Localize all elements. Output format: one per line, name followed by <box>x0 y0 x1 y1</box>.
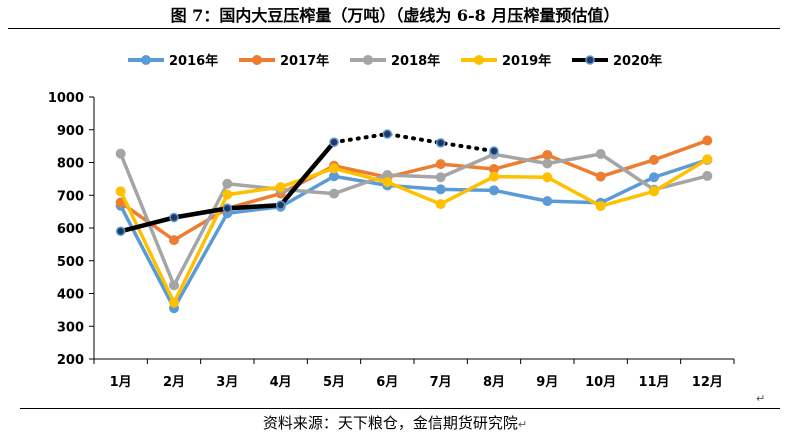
data-point <box>115 148 126 159</box>
data-point <box>329 188 339 199</box>
data-point <box>169 235 179 246</box>
x-tick-label: 3月 <box>216 375 238 390</box>
data-point <box>275 200 286 210</box>
data-point <box>542 149 553 160</box>
legend-swatch-marker <box>585 55 595 65</box>
x-tick-label: 4月 <box>270 375 292 390</box>
legend-label: 2018年 <box>391 53 440 69</box>
data-point <box>115 226 126 237</box>
data-point <box>275 182 286 193</box>
legend-label: 2017年 <box>280 53 329 69</box>
data-point <box>329 163 339 174</box>
data-point <box>595 201 606 212</box>
data-point <box>435 184 446 195</box>
data-point <box>542 172 553 183</box>
x-tick-label: 6月 <box>376 375 398 390</box>
y-tick-label: 500 <box>57 255 84 270</box>
data-point <box>649 186 659 197</box>
legend-item: 2017年 <box>239 53 329 69</box>
data-point <box>382 169 393 180</box>
legend-item: 2020年 <box>572 53 662 69</box>
legend-swatch-marker <box>363 55 373 65</box>
x-tick-label: 8月 <box>483 375 505 390</box>
legend-item: 2016年 <box>128 53 218 69</box>
y-tick-label: 300 <box>57 320 84 335</box>
series-line <box>118 158 710 310</box>
data-point <box>702 154 713 165</box>
legend-item: 2018年 <box>350 53 440 69</box>
data-point <box>489 164 499 175</box>
data-point <box>222 203 233 214</box>
chart-title: 图 7：国内大豆压榨量（万吨）（虚线为 6-8 月压榨量预估值） <box>170 6 620 25</box>
x-tick-label: 1月 <box>110 375 132 390</box>
x-tick-label: 2月 <box>163 375 185 390</box>
data-point <box>169 212 179 223</box>
legend-label: 2019年 <box>502 53 551 69</box>
source-divider <box>20 408 780 409</box>
data-point <box>649 154 659 165</box>
data-point <box>702 135 713 146</box>
data-point <box>435 172 446 183</box>
data-point <box>595 171 606 182</box>
x-tick-label: 10月 <box>585 375 616 390</box>
legend-swatch-marker <box>141 55 151 65</box>
y-tick-label: 400 <box>57 288 84 303</box>
data-point <box>435 199 446 210</box>
series-line <box>118 157 710 305</box>
x-tick-label: 12月 <box>692 375 723 390</box>
data-point <box>489 171 499 182</box>
data-point <box>329 171 339 182</box>
source-note: 资料来源：天下粮仓，金信期货研究院↵ <box>0 412 790 433</box>
series-line <box>118 138 710 242</box>
legend-swatch-marker <box>252 55 262 65</box>
x-tick-label: 7月 <box>430 375 452 390</box>
data-point <box>649 172 659 183</box>
data-point <box>169 280 179 291</box>
title-divider <box>8 28 780 29</box>
data-point <box>115 186 126 197</box>
forecast-line <box>332 131 496 154</box>
data-point <box>329 137 339 147</box>
y-tick-label: 600 <box>57 222 84 237</box>
data-point <box>169 297 179 308</box>
chart-axes: 200 300 400 500 600 700 800 900 1000 1月 2月 3月 4月 5月 6月… <box>48 91 735 390</box>
legend-label: 2020年 <box>613 53 662 69</box>
paragraph-mark-corner: ↵ <box>756 392 766 405</box>
chart-series <box>115 129 713 314</box>
y-tick-label: 1000 <box>48 91 84 106</box>
y-tick-label: 900 <box>57 124 84 139</box>
x-tick-label: 9月 <box>536 375 558 390</box>
series-2016年 <box>115 154 713 314</box>
data-point <box>489 185 499 196</box>
y-tick-label: 800 <box>57 157 84 172</box>
source-text: 资料来源：天下粮仓，金信期货研究院 <box>262 414 518 432</box>
y-tick-label: 700 <box>57 189 84 204</box>
data-point <box>542 158 553 169</box>
legend-swatch-marker <box>474 55 484 65</box>
series-2019年 <box>115 154 713 308</box>
y-tick-label: 200 <box>57 353 84 368</box>
data-point <box>435 159 446 170</box>
legend-label: 2016年 <box>169 53 218 69</box>
forecast-point <box>382 129 393 139</box>
series-2020年 <box>115 129 499 237</box>
series-line <box>118 151 710 288</box>
data-point <box>382 177 393 188</box>
chart-legend: 2016年 2017年 2018年 2019年 2020年 <box>128 53 662 69</box>
forecast-point <box>435 138 446 148</box>
legend-item: 2019年 <box>461 53 551 69</box>
data-point <box>542 196 553 207</box>
x-tick-label: 5月 <box>323 375 345 390</box>
data-point <box>595 148 606 159</box>
forecast-point <box>489 146 499 156</box>
x-tick-label: 11月 <box>638 375 669 390</box>
data-point <box>222 178 233 189</box>
paragraph-mark: ↵ <box>517 418 528 431</box>
data-point <box>702 170 713 181</box>
data-point <box>222 189 233 200</box>
